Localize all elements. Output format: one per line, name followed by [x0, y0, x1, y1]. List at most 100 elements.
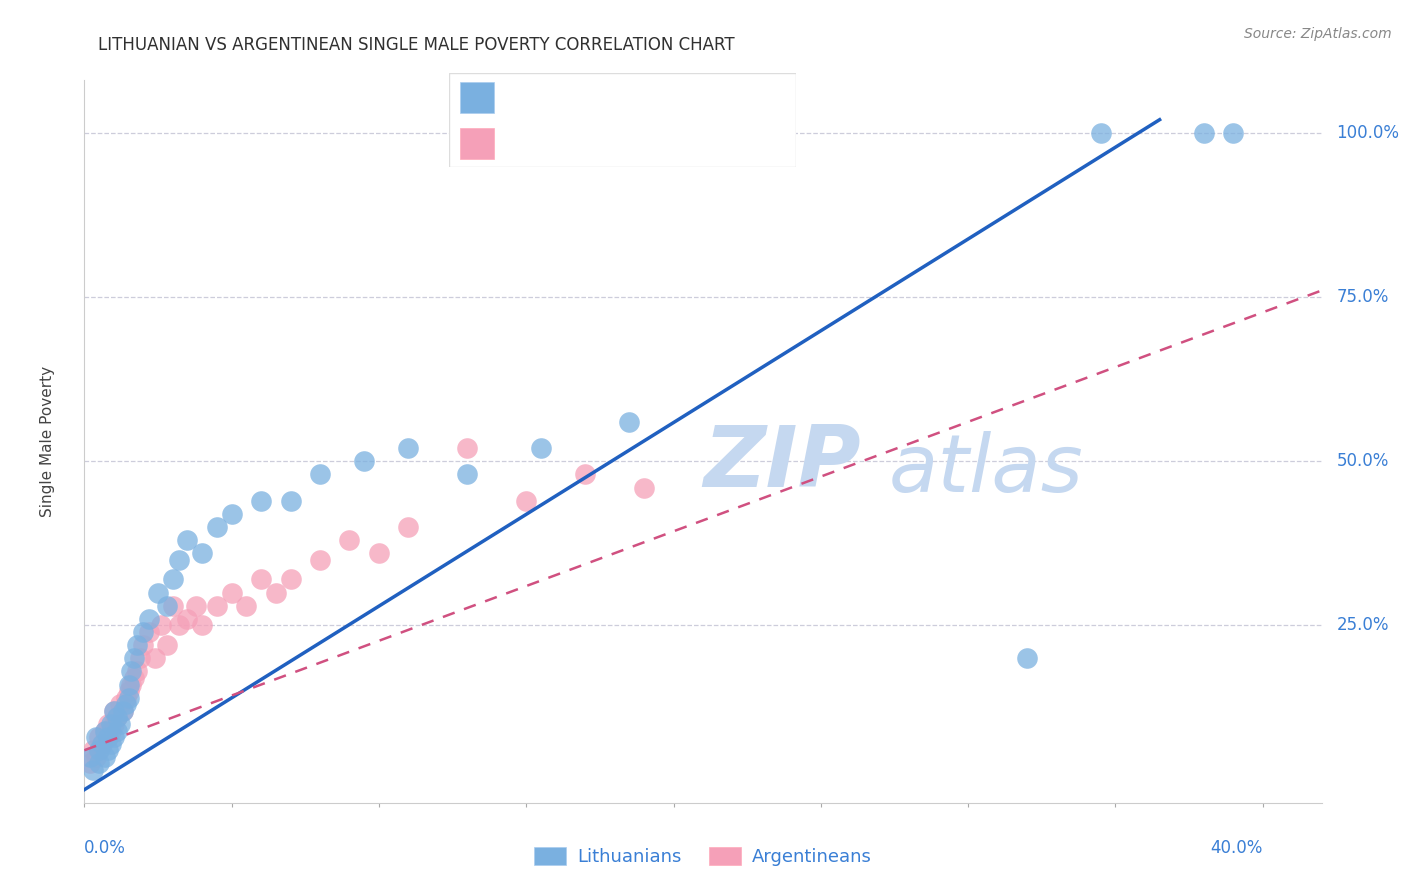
- Point: [1192, 126, 1215, 140]
- Point: [156, 599, 179, 613]
- Point: [221, 507, 243, 521]
- Point: [191, 546, 214, 560]
- Point: [82, 743, 104, 757]
- Point: [117, 690, 139, 705]
- Point: [353, 454, 375, 468]
- Point: [162, 573, 184, 587]
- Point: [105, 723, 128, 738]
- Point: [84, 730, 107, 744]
- Point: [149, 618, 172, 632]
- Point: [94, 723, 117, 738]
- Point: [111, 704, 134, 718]
- Point: [167, 553, 190, 567]
- Point: [79, 756, 101, 771]
- Point: [108, 717, 131, 731]
- Point: [127, 665, 149, 679]
- Point: [515, 493, 537, 508]
- Point: [129, 651, 152, 665]
- Point: [456, 467, 478, 482]
- Point: [396, 520, 419, 534]
- Point: [114, 698, 136, 712]
- Point: [124, 671, 146, 685]
- Point: [103, 704, 125, 718]
- Text: Source: ZipAtlas.com: Source: ZipAtlas.com: [1244, 27, 1392, 41]
- Text: 40.0%: 40.0%: [1211, 838, 1263, 857]
- Point: [1015, 651, 1038, 665]
- Point: [138, 612, 160, 626]
- Point: [1090, 126, 1112, 140]
- Point: [105, 710, 128, 724]
- Point: [280, 493, 302, 508]
- Point: [176, 533, 198, 547]
- Text: atlas: atlas: [889, 432, 1084, 509]
- Point: [156, 638, 179, 652]
- Point: [117, 677, 139, 691]
- Point: [114, 690, 136, 705]
- Point: [103, 717, 125, 731]
- Point: [1222, 126, 1244, 140]
- Point: [132, 625, 155, 640]
- Point: [82, 763, 104, 777]
- Point: [87, 730, 110, 744]
- Point: [191, 618, 214, 632]
- Point: [280, 573, 302, 587]
- Point: [633, 481, 655, 495]
- Point: [100, 723, 122, 738]
- Point: [84, 749, 107, 764]
- Point: [97, 730, 120, 744]
- Point: [619, 415, 641, 429]
- Point: [456, 441, 478, 455]
- Point: [100, 737, 122, 751]
- Point: [574, 467, 596, 482]
- Text: 25.0%: 25.0%: [1336, 616, 1389, 634]
- Point: [87, 756, 110, 771]
- Point: [368, 546, 391, 560]
- Point: [221, 585, 243, 599]
- Point: [108, 698, 131, 712]
- Point: [143, 651, 166, 665]
- Point: [167, 618, 190, 632]
- Point: [309, 553, 332, 567]
- Text: 75.0%: 75.0%: [1336, 288, 1389, 306]
- Legend: Lithuanians, Argentineans: Lithuanians, Argentineans: [527, 839, 879, 873]
- Point: [250, 493, 273, 508]
- Point: [91, 737, 114, 751]
- Point: [121, 677, 143, 691]
- Point: [94, 749, 117, 764]
- Point: [97, 730, 120, 744]
- Point: [138, 625, 160, 640]
- Point: [146, 585, 169, 599]
- Point: [127, 638, 149, 652]
- Text: 50.0%: 50.0%: [1336, 452, 1389, 470]
- Point: [105, 710, 128, 724]
- Point: [87, 743, 110, 757]
- Text: 0.0%: 0.0%: [84, 838, 127, 857]
- Text: 100.0%: 100.0%: [1336, 124, 1399, 142]
- Point: [205, 520, 228, 534]
- Point: [124, 651, 146, 665]
- Point: [250, 573, 273, 587]
- Text: LITHUANIAN VS ARGENTINEAN SINGLE MALE POVERTY CORRELATION CHART: LITHUANIAN VS ARGENTINEAN SINGLE MALE PO…: [98, 36, 735, 54]
- Point: [94, 723, 117, 738]
- Point: [121, 665, 143, 679]
- Point: [103, 730, 125, 744]
- Point: [91, 737, 114, 751]
- Point: [79, 749, 101, 764]
- Point: [111, 704, 134, 718]
- Point: [87, 743, 110, 757]
- Point: [530, 441, 553, 455]
- Point: [176, 612, 198, 626]
- Point: [186, 599, 208, 613]
- Point: [205, 599, 228, 613]
- Point: [396, 441, 419, 455]
- Text: Single Male Poverty: Single Male Poverty: [39, 366, 55, 517]
- Point: [117, 684, 139, 698]
- Point: [97, 717, 120, 731]
- Point: [100, 717, 122, 731]
- Point: [97, 743, 120, 757]
- Text: ZIP: ZIP: [703, 422, 860, 505]
- Point: [235, 599, 257, 613]
- Point: [103, 704, 125, 718]
- Point: [264, 585, 287, 599]
- Point: [309, 467, 332, 482]
